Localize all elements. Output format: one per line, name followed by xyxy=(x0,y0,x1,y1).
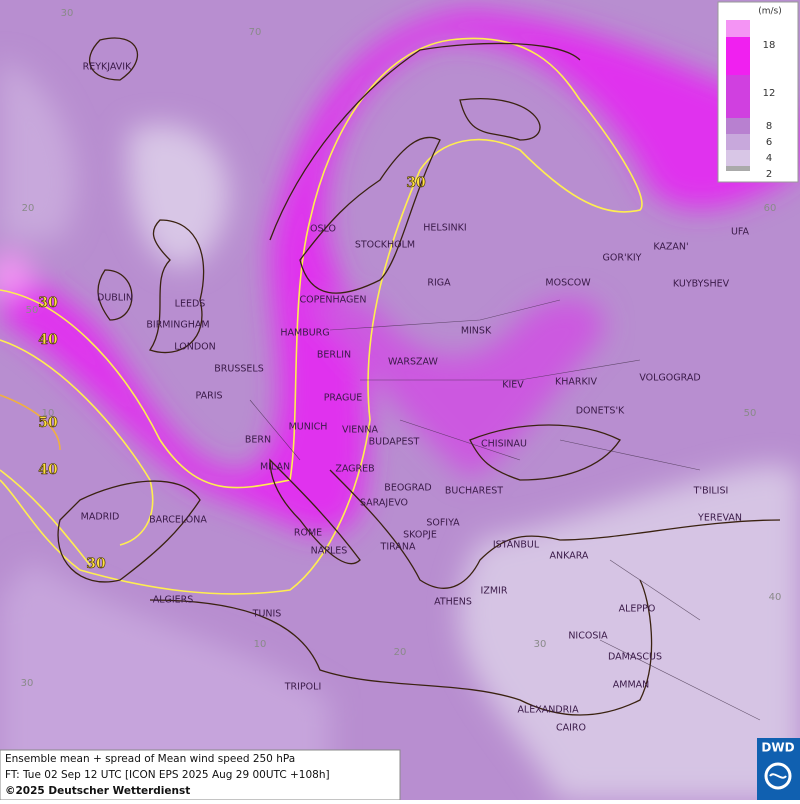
city-label: VIENNA xyxy=(342,425,379,436)
city-label: TUNIS xyxy=(252,609,282,620)
city-label: MILAN xyxy=(260,462,290,473)
city-label: RIGA xyxy=(427,278,451,289)
city-label: KHARKIV xyxy=(555,377,598,388)
city-label: HAMBURG xyxy=(280,328,329,339)
borders xyxy=(249,299,761,721)
wind-field xyxy=(0,10,800,800)
coastlines xyxy=(57,37,781,716)
graticule-label: 30 xyxy=(61,8,74,19)
graticule-label: 10 xyxy=(254,639,267,650)
city-label: ATHENS xyxy=(434,597,472,608)
logo-text: DWD xyxy=(761,741,794,755)
city-label: STOCKHOLM xyxy=(355,240,415,251)
city-label: REYKJAVIK xyxy=(83,62,132,73)
graticule-label: 20 xyxy=(22,203,35,214)
city-label: AMMAN xyxy=(613,680,650,691)
legend: (m/s) 18 12 8 6 4 2 xyxy=(717,1,799,183)
legend-label: 18 xyxy=(763,40,776,51)
city-label: VOLGOGRAD xyxy=(639,373,700,384)
city-label: SKOPJE xyxy=(403,530,437,541)
contour-label: 50 xyxy=(38,415,58,431)
legend-label: 6 xyxy=(766,137,772,148)
city-label: COPENHAGEN xyxy=(300,295,367,306)
contour-label: 30 xyxy=(86,556,106,572)
graticule-label: 40 xyxy=(769,592,782,603)
city-label: PARIS xyxy=(195,391,222,402)
city-label: KUYBYSHEV xyxy=(673,279,730,290)
footer: Ensemble mean + spread of Mean wind spee… xyxy=(0,749,401,801)
city-label: CHISINAU xyxy=(481,439,527,450)
city-label: ANKARA xyxy=(550,551,589,562)
legend-label: 4 xyxy=(766,153,772,164)
city-label: SARAJEVO xyxy=(360,498,408,509)
city-label: NICOSIA xyxy=(568,631,608,642)
city-label: ALGIERS xyxy=(153,595,194,606)
graticule-label: 50 xyxy=(744,408,757,419)
city-label: ROME xyxy=(294,528,322,539)
city-label: BUCHAREST xyxy=(445,486,503,497)
contour-label: 30 xyxy=(406,175,426,191)
city-label: LONDON xyxy=(174,342,215,353)
city-label: OSLO xyxy=(310,224,336,235)
graticule-label: 50 xyxy=(26,305,39,316)
logo: DWD xyxy=(757,738,800,800)
contour-label: 40 xyxy=(38,462,58,478)
city-label: MOSCOW xyxy=(545,278,591,289)
city-label: ZAGREB xyxy=(335,464,374,475)
city-label: PRAGUE xyxy=(324,393,363,404)
footer-line: Ensemble mean + spread of Mean wind spee… xyxy=(5,753,295,765)
city-label: MADRID xyxy=(81,512,120,523)
city-label: NAPLES xyxy=(311,546,348,557)
legend-unit: (m/s) xyxy=(758,7,782,17)
city-label: T'BILISI xyxy=(693,486,729,497)
legend-label: 8 xyxy=(766,121,772,132)
city-label: MUNICH xyxy=(289,422,328,433)
graticule-label: 60 xyxy=(764,203,777,214)
legend-label: 2 xyxy=(766,169,772,180)
footer-line: ©2025 Deutscher Wetterdienst xyxy=(5,785,190,797)
city-label: TRIPOLI xyxy=(284,682,322,693)
city-label: BEOGRAD xyxy=(384,483,431,494)
graticule-label: 20 xyxy=(394,647,407,658)
city-label: BIRMINGHAM xyxy=(146,320,209,331)
city-label: SOFIYA xyxy=(426,518,460,529)
legend-label: 12 xyxy=(763,88,776,99)
city-label: IZMIR xyxy=(481,586,508,597)
graticule-label: 70 xyxy=(249,27,262,38)
city-label: MINSK xyxy=(461,326,492,337)
city-label: ALEPPO xyxy=(619,604,656,615)
footer-line: FT: Tue 02 Sep 12 UTC [ICON EPS 2025 Aug… xyxy=(5,769,330,781)
city-label: ISTANBUL xyxy=(493,540,540,551)
city-label: DUBLIN xyxy=(97,293,133,304)
city-label: KAZAN' xyxy=(653,242,688,253)
city-label: BARCELONA xyxy=(149,515,207,526)
city-label: BUDAPEST xyxy=(369,437,420,448)
graticule-label: 10 xyxy=(42,408,55,419)
city-label: DONETS'K xyxy=(576,406,625,417)
city-label: UFA xyxy=(731,227,750,238)
contour-label: 40 xyxy=(38,332,58,348)
city-label: BRUSSELS xyxy=(214,364,263,375)
contour-label: 30 xyxy=(38,295,58,311)
city-label: YEREVAN xyxy=(697,513,742,524)
city-label: LEEDS xyxy=(175,299,206,310)
city-label: CAIRO xyxy=(556,723,586,734)
city-label: GOR'KIY xyxy=(603,253,642,264)
city-label: DAMASCUS xyxy=(608,652,662,663)
city-label: BERN xyxy=(245,435,271,446)
city-label: KIEV xyxy=(502,380,524,391)
graticule-label: 30 xyxy=(21,678,34,689)
city-label: WARSZAW xyxy=(388,357,438,368)
graticule-label: 30 xyxy=(534,639,547,650)
city-label: HELSINKI xyxy=(423,223,466,234)
city-label: TIRANA xyxy=(380,542,416,553)
city-label: BERLIN xyxy=(317,350,351,361)
city-label: ALEXANDRIA xyxy=(517,705,579,716)
